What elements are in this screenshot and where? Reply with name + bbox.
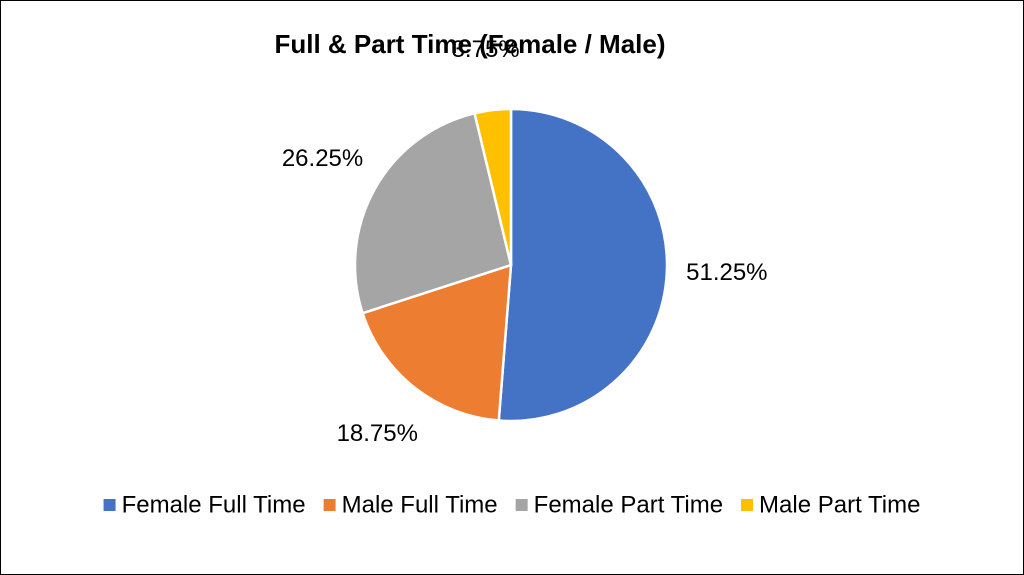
- legend-label: Female Part Time: [534, 491, 723, 518]
- pie-slice: [473, 107, 513, 266]
- legend: Female Full Time Male Full Time Female Par…: [103, 491, 920, 518]
- legend-label: Male Full Time: [342, 491, 498, 518]
- data-label: 51.25%: [686, 259, 767, 286]
- legend-swatch: [323, 499, 336, 511]
- pie-slice: [353, 111, 513, 315]
- legend-swatch: [515, 499, 528, 511]
- legend-swatch: [103, 499, 116, 511]
- data-label: 26.25%: [282, 145, 363, 172]
- legend-swatch: [741, 499, 754, 511]
- data-label: 3.75%: [452, 36, 520, 63]
- legend-label: Male Part Time: [759, 491, 920, 518]
- data-label: 18.75%: [337, 420, 418, 447]
- chart-title: Full & Part Time (Female / Male): [274, 29, 665, 59]
- pie-slice: [497, 107, 669, 423]
- pie-slice: [361, 263, 513, 422]
- legend-label: Female Full Time: [122, 491, 306, 518]
